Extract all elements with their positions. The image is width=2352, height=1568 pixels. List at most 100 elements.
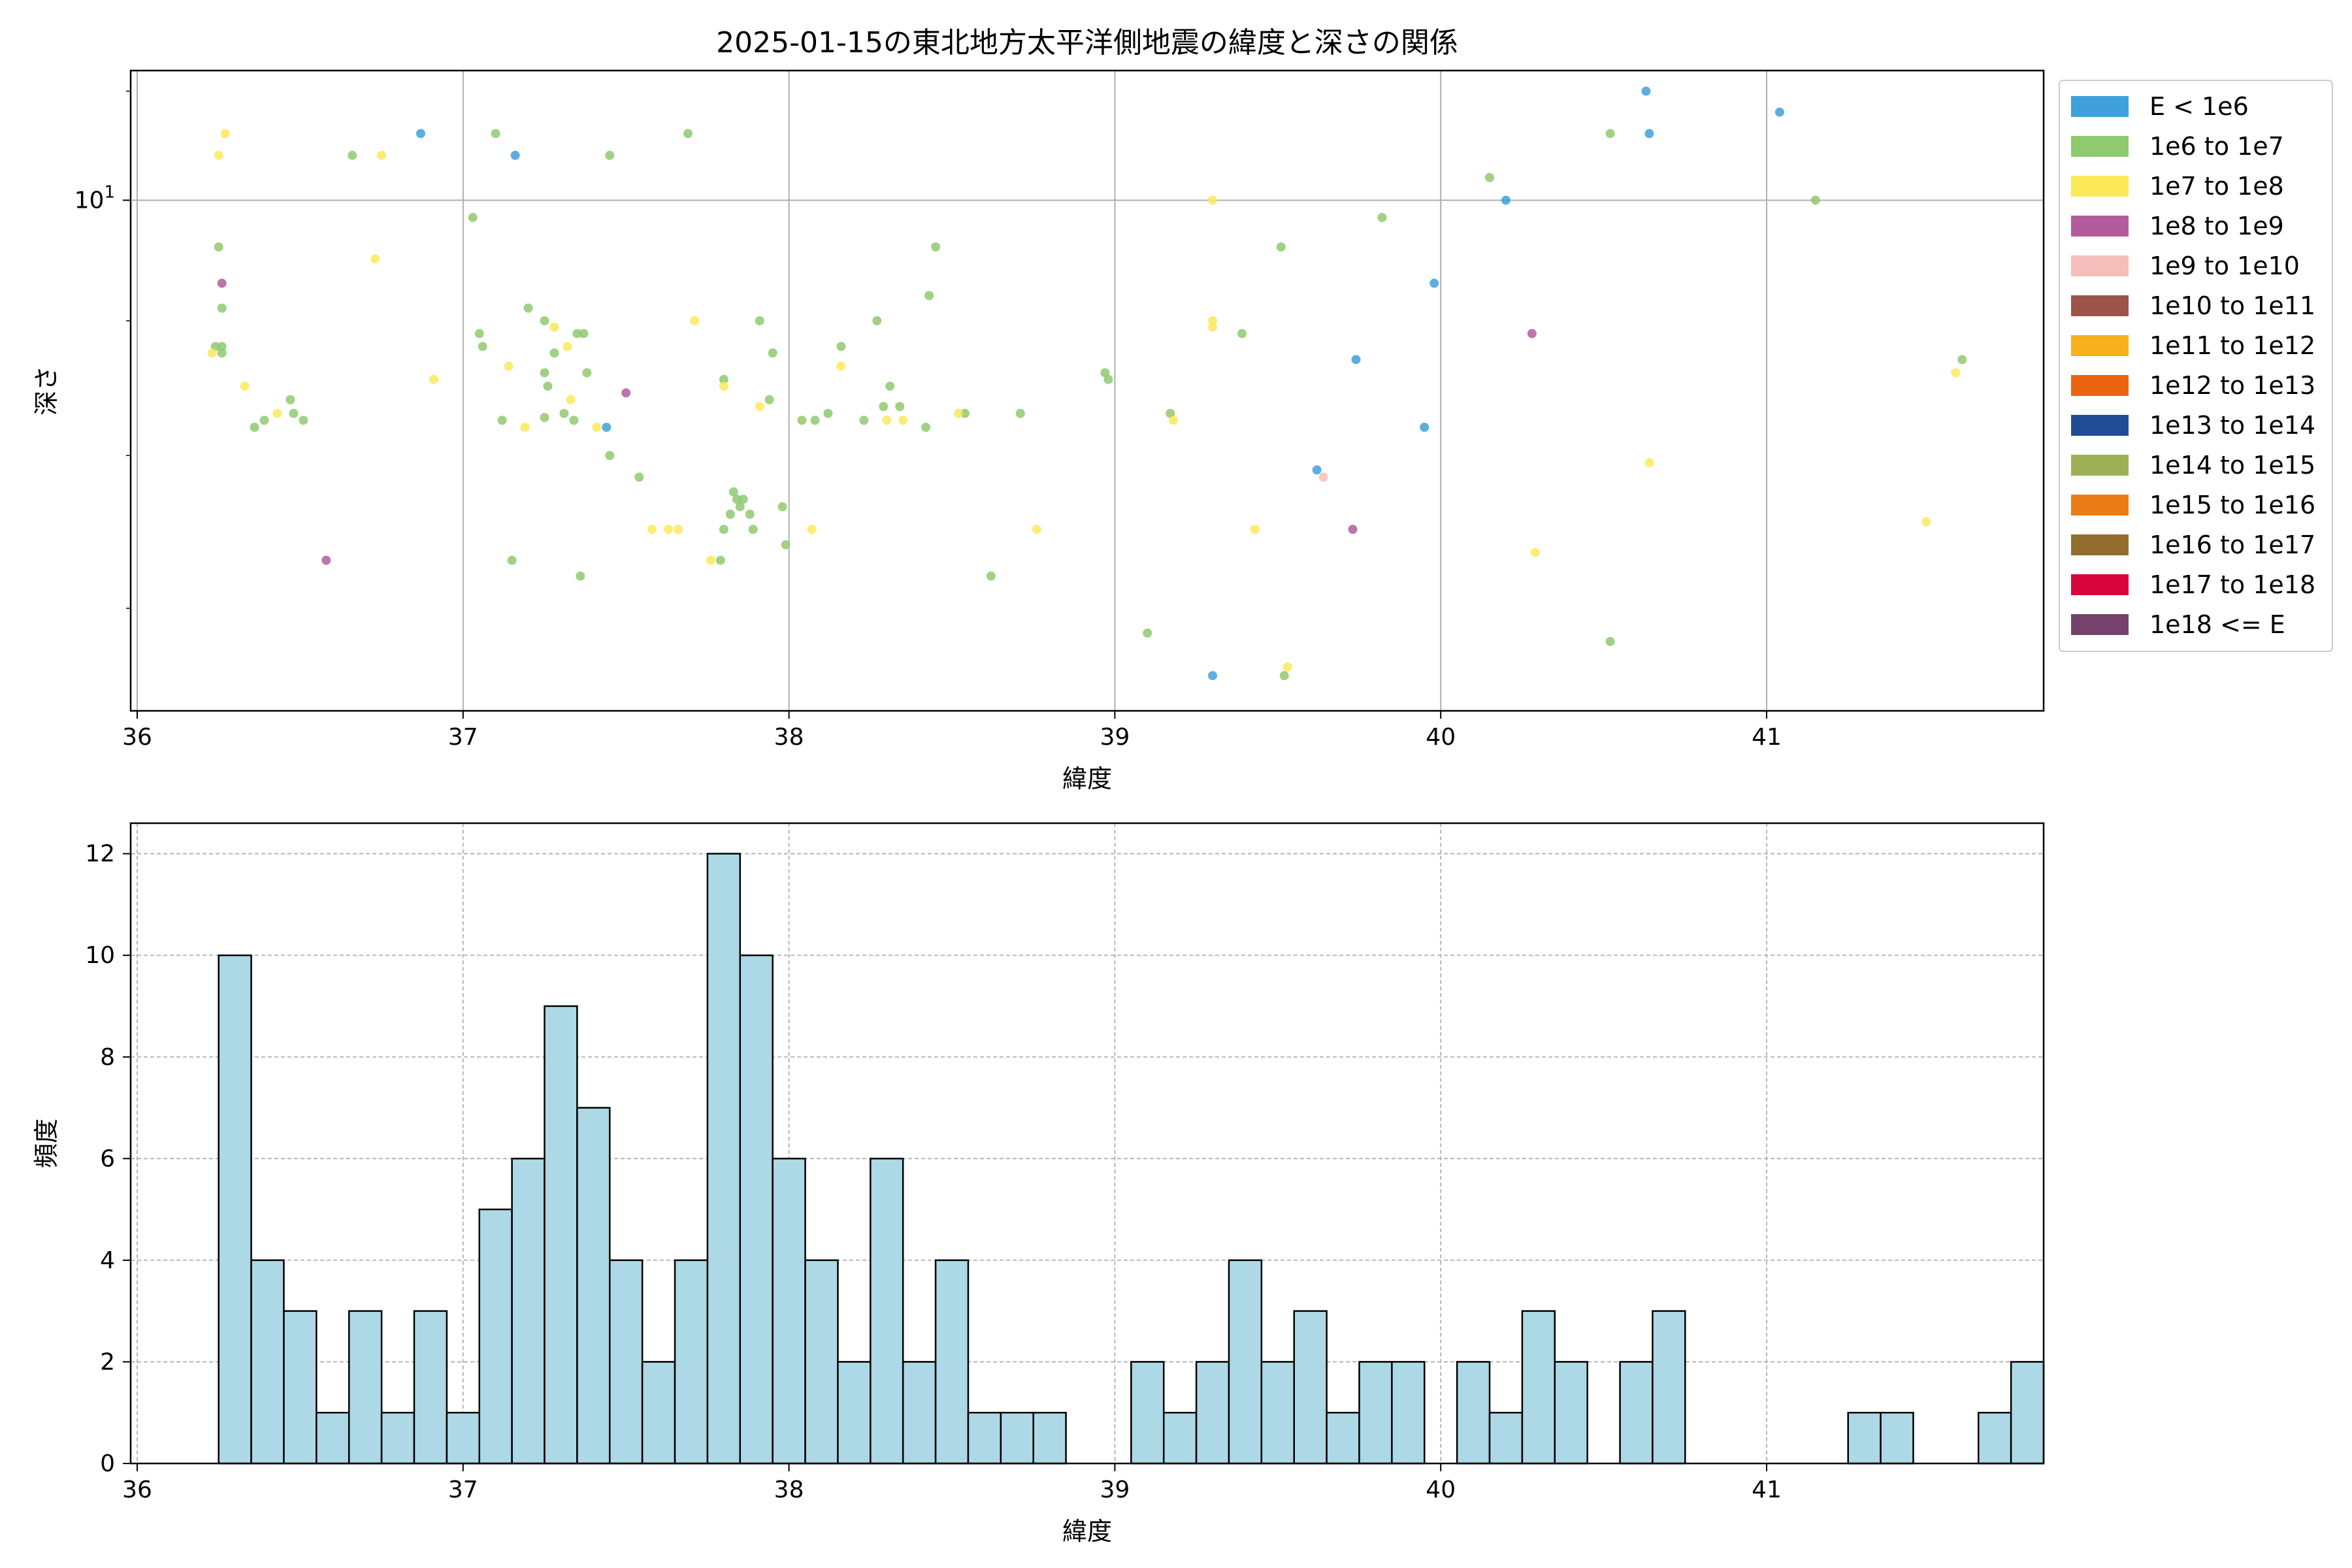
histogram-bar bbox=[1488, 1411, 1524, 1465]
scatter-point bbox=[1605, 636, 1615, 646]
histogram-bar bbox=[967, 1411, 1002, 1465]
legend-swatch bbox=[2071, 574, 2129, 595]
scatter-point bbox=[1208, 322, 1218, 332]
scatter-point bbox=[523, 303, 533, 313]
histogram-x-tick-label: 40 bbox=[1426, 1477, 1456, 1503]
histogram-bar bbox=[1000, 1411, 1034, 1465]
legend-label: 1e10 to 1e11 bbox=[2149, 291, 2315, 320]
scatter-point bbox=[664, 525, 674, 534]
scatter-point bbox=[605, 451, 615, 461]
scatter-point bbox=[872, 316, 882, 325]
legend-swatch bbox=[2071, 415, 2129, 436]
histogram-bar bbox=[413, 1310, 448, 1465]
legend-label: 1e18 <= E bbox=[2149, 610, 2285, 639]
scatter-point bbox=[1015, 408, 1025, 418]
scatter-x-axis-label: 緯度 bbox=[1062, 764, 1112, 793]
scatter-point bbox=[823, 408, 833, 418]
scatter-point bbox=[289, 408, 299, 418]
histogram-bar bbox=[1195, 1361, 1230, 1465]
histogram-y-tick-label: 12 bbox=[85, 841, 115, 868]
scatter-x-tick-label: 36 bbox=[122, 724, 152, 751]
scatter-point bbox=[960, 408, 970, 418]
histogram-bar bbox=[316, 1411, 350, 1465]
scatter-point bbox=[719, 382, 728, 391]
legend-swatch bbox=[2071, 375, 2129, 396]
scatter-x-tick-label: 38 bbox=[774, 724, 804, 751]
scatter-point bbox=[1282, 662, 1292, 672]
scatter-point bbox=[582, 368, 592, 378]
scatter-point bbox=[1644, 129, 1654, 139]
histogram-x-tick-label: 38 bbox=[774, 1477, 804, 1503]
scatter-points bbox=[207, 86, 1967, 681]
scatter-point bbox=[569, 416, 579, 425]
scatter-point bbox=[621, 388, 631, 398]
histogram-bar bbox=[348, 1310, 383, 1465]
scatter-point bbox=[579, 329, 589, 338]
histogram-bar bbox=[576, 1107, 611, 1465]
scatter-point bbox=[732, 495, 742, 504]
scatter-point bbox=[879, 402, 889, 412]
scatter-point bbox=[540, 413, 549, 423]
histogram-bar bbox=[1619, 1361, 1654, 1465]
scatter-point bbox=[1957, 355, 1967, 365]
scatter-point bbox=[1032, 525, 1041, 534]
scatter-point bbox=[719, 374, 728, 384]
scatter-x-tick-label: 37 bbox=[448, 724, 478, 751]
scatter-y-tick-label: 101 bbox=[74, 182, 115, 214]
histogram-bar bbox=[1293, 1310, 1328, 1465]
scatter-point bbox=[240, 382, 250, 391]
histogram-bar bbox=[1880, 1411, 1914, 1465]
scatter-point bbox=[377, 150, 387, 160]
histogram-bar bbox=[478, 1208, 513, 1465]
histogram-bar bbox=[837, 1361, 872, 1465]
legend-swatch bbox=[2071, 495, 2129, 515]
histogram-bar bbox=[674, 1259, 709, 1465]
scatter-point bbox=[507, 555, 517, 565]
legend-swatch bbox=[2071, 335, 2129, 356]
scatter-axes-frame bbox=[129, 69, 2045, 712]
histogram-y-tick-label: 8 bbox=[100, 1044, 115, 1071]
scatter-point bbox=[1420, 422, 1429, 432]
scatter-point bbox=[715, 555, 725, 565]
scatter-point bbox=[592, 422, 602, 432]
scatter-point bbox=[520, 422, 530, 432]
histogram-bar bbox=[250, 1259, 285, 1465]
scatter-point bbox=[563, 342, 572, 351]
histogram-axes-frame bbox=[129, 822, 2045, 1465]
histogram-bar bbox=[608, 1259, 644, 1465]
scatter-point bbox=[859, 416, 869, 425]
scatter-point bbox=[576, 571, 585, 581]
scatter-point bbox=[728, 487, 738, 497]
scatter-point bbox=[719, 525, 728, 534]
scatter-point bbox=[416, 129, 425, 139]
scatter-point bbox=[931, 242, 941, 252]
scatter-point bbox=[781, 540, 791, 549]
histogram-bar bbox=[1652, 1310, 1686, 1465]
legend-label: 1e13 to 1e14 bbox=[2149, 411, 2315, 440]
histogram-x-tick-label: 39 bbox=[1100, 1477, 1130, 1503]
scatter-point bbox=[217, 278, 227, 288]
histogram-bar bbox=[1032, 1411, 1067, 1465]
scatter-point bbox=[738, 495, 748, 504]
histogram-bar bbox=[772, 1158, 806, 1465]
scatter-point bbox=[755, 402, 764, 412]
histogram-bar bbox=[641, 1361, 676, 1465]
legend-label: 1e11 to 1e12 bbox=[2149, 331, 2315, 360]
scatter-point bbox=[259, 416, 269, 425]
scatter-point bbox=[683, 129, 693, 139]
legend-label: 1e15 to 1e16 bbox=[2149, 491, 2315, 519]
histogram-bar bbox=[739, 954, 774, 1465]
scatter-title: 2025-01-15の東北地方太平洋側地震の緯度と深さの関係 bbox=[716, 26, 1458, 59]
legend-box bbox=[2059, 80, 2333, 652]
histogram-bar bbox=[870, 1158, 904, 1465]
histogram-panel: 36 37 38 39 40 41 0 2 4 6 8 10 12 緯度 頻度 bbox=[32, 822, 2045, 1546]
scatter-point bbox=[986, 571, 996, 581]
legend-label: 1e17 to 1e18 bbox=[2149, 570, 2315, 599]
histogram-bar bbox=[446, 1411, 480, 1465]
histogram-bar bbox=[1554, 1361, 1588, 1465]
scatter-point bbox=[605, 150, 615, 160]
scatter-point bbox=[768, 348, 777, 358]
legend-swatch bbox=[2071, 176, 2129, 197]
scatter-point bbox=[725, 510, 735, 519]
histogram-bar bbox=[902, 1361, 937, 1465]
